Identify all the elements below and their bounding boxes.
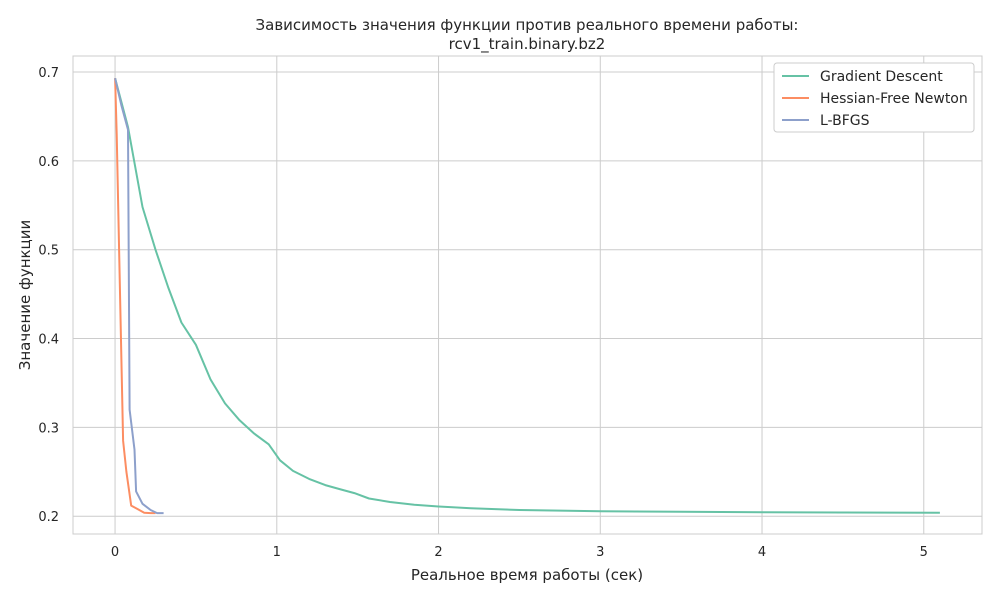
legend-label-l-bfgs: L-BFGS bbox=[820, 113, 870, 129]
x-tick-label: 5 bbox=[920, 545, 928, 560]
x-tick-label: 3 bbox=[596, 545, 604, 560]
chart-title-line-2: rcv1_train.binary.bz2 bbox=[449, 35, 606, 54]
plot-frame bbox=[72, 55, 983, 535]
chart-title-line-1: Зависимость значения функции против реал… bbox=[256, 16, 799, 34]
y-tick-label: 0.5 bbox=[38, 244, 59, 259]
series-line-gradient-descent bbox=[114, 77, 940, 514]
y-axis-label: Значение функции bbox=[16, 220, 34, 371]
legend-box bbox=[773, 62, 975, 133]
x-tick-label: 4 bbox=[758, 545, 766, 560]
grid bbox=[73, 56, 982, 534]
series-line-l-bfgs bbox=[114, 77, 164, 515]
x-axis-ticks: 0 1 2 3 4 5 bbox=[111, 545, 928, 560]
legend-label-gradient-descent: Gradient Descent bbox=[820, 69, 943, 85]
y-tick-label: 0.2 bbox=[38, 510, 59, 525]
series-line-hessian-free-newton bbox=[114, 78, 156, 515]
x-tick-label: 1 bbox=[273, 545, 281, 560]
y-tick-label: 0.7 bbox=[38, 66, 59, 81]
legend-label-hessian-free-newton: Hessian-Free Newton bbox=[820, 91, 968, 107]
y-tick-label: 0.4 bbox=[38, 333, 59, 348]
y-axis-ticks: 0.2 0.3 0.4 0.5 0.6 0.7 bbox=[38, 66, 59, 525]
x-tick-label: 0 bbox=[111, 545, 119, 560]
legend: Gradient Descent Hessian-Free Newton L-B… bbox=[773, 62, 975, 133]
x-axis-label: Реальное время работы (сек) bbox=[411, 566, 643, 584]
y-tick-label: 0.6 bbox=[38, 155, 59, 170]
x-tick-label: 2 bbox=[434, 545, 442, 560]
series-lines bbox=[114, 77, 940, 515]
y-tick-label: 0.3 bbox=[38, 421, 59, 436]
